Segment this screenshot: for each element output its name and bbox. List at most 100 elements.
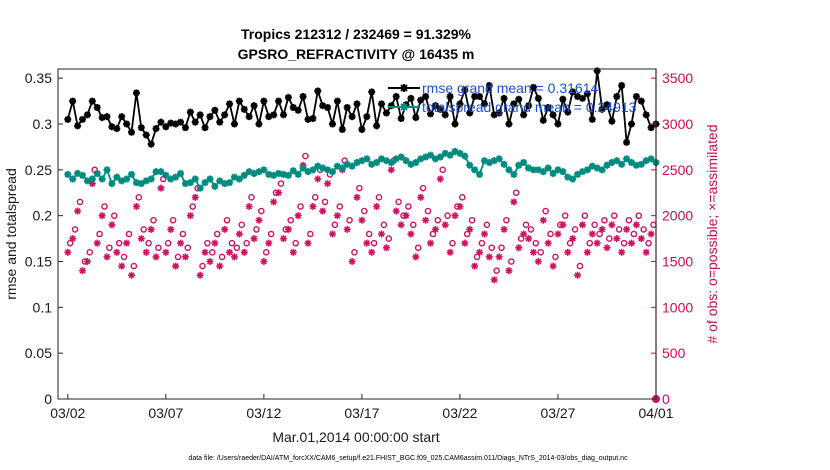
obs-assimilated-point xyxy=(260,258,268,265)
totalspread-point xyxy=(647,155,655,163)
obs-possible-point xyxy=(204,239,211,247)
obs-possible-point xyxy=(130,262,138,270)
obs-assimilated-point xyxy=(485,253,493,261)
rmse-point xyxy=(245,113,253,121)
rmse-point xyxy=(309,115,317,122)
obs-possible-point xyxy=(233,244,241,252)
y-axis-label: rmse and totalspread xyxy=(3,168,19,300)
rmse-point xyxy=(128,128,136,136)
obs-assimilated-point xyxy=(368,248,376,256)
totalspread-point xyxy=(461,152,469,160)
rmse-point xyxy=(177,118,185,126)
totalspread-point xyxy=(279,170,287,178)
obs-assimilated-point xyxy=(407,230,415,238)
obs-assimilated-point xyxy=(456,203,464,210)
totalspread-point xyxy=(240,171,248,179)
obs-possible-point xyxy=(414,244,422,252)
totalspread-point xyxy=(618,160,626,168)
obs-assimilated-point xyxy=(623,225,631,233)
rmse-point xyxy=(275,97,283,105)
obs-assimilated-point xyxy=(618,248,626,256)
obs-assimilated-point xyxy=(588,230,596,238)
y-tick-label: 0.35 xyxy=(25,70,52,86)
obs-possible-point xyxy=(591,221,598,229)
obs-possible-point xyxy=(302,152,309,160)
obs-possible-point xyxy=(576,262,584,270)
obs-assimilated-point xyxy=(201,248,209,256)
rmse-point xyxy=(500,94,508,102)
rmse-point xyxy=(358,126,366,133)
obs-assimilated-point xyxy=(441,221,449,229)
rmse-point xyxy=(167,119,175,127)
obs-assimilated-point xyxy=(554,230,562,238)
totalspread-point xyxy=(113,173,121,181)
obs-possible-point xyxy=(385,235,393,242)
rmse-point xyxy=(284,93,292,101)
obs-possible-point xyxy=(508,258,515,265)
x-tick-label: 03/17 xyxy=(344,405,379,421)
totalspread-point xyxy=(603,161,611,169)
obs-possible-point xyxy=(321,198,329,206)
rmse-point xyxy=(422,93,430,100)
totalspread-point xyxy=(544,164,552,172)
totalspread-point xyxy=(201,179,209,187)
rmse-point xyxy=(529,83,537,91)
rmse-point xyxy=(613,93,621,100)
obs-possible-point xyxy=(71,226,79,233)
totalspread-point xyxy=(255,168,263,176)
totalspread-point xyxy=(338,164,346,172)
y-tick-label: 0 xyxy=(44,391,52,407)
totalspread-point xyxy=(79,171,87,179)
obs-assimilated-point xyxy=(216,262,224,270)
totalspread-point xyxy=(378,155,386,163)
rmse-point xyxy=(353,100,361,108)
totalspread-point xyxy=(368,160,376,168)
obs-possible-point xyxy=(522,221,530,229)
y-tick-label: 0.15 xyxy=(25,254,52,270)
totalspread-point xyxy=(564,173,572,181)
rmse-point xyxy=(363,113,371,121)
obs-assimilated-point xyxy=(206,258,214,265)
obs-assimilated-point xyxy=(392,207,400,215)
rmse-point xyxy=(505,120,513,128)
rmse-point xyxy=(407,94,415,102)
obs-possible-point xyxy=(365,230,373,238)
obs-assimilated-point xyxy=(529,248,537,256)
obs-assimilated-point xyxy=(343,225,351,233)
obs-assimilated-point xyxy=(539,216,547,224)
obs-possible-point xyxy=(395,198,402,206)
totalspread-point xyxy=(299,164,307,172)
totalspread-point xyxy=(196,184,204,192)
totalspread-point xyxy=(348,162,356,170)
totalspread-point xyxy=(157,168,165,176)
totalspread-point xyxy=(588,162,596,170)
obs-assimilated-point xyxy=(637,235,645,243)
totalspread-point xyxy=(593,164,601,172)
rmse-point xyxy=(569,88,577,96)
obs-assimilated-point xyxy=(353,193,361,201)
obs-possible-point xyxy=(601,216,608,224)
rmse-point xyxy=(598,105,606,113)
rmse-point xyxy=(74,122,82,130)
rmse-point xyxy=(328,120,336,128)
obs-assimilated-point xyxy=(348,258,356,265)
obs-assimilated-point xyxy=(574,271,582,279)
rmse-point xyxy=(235,97,243,105)
obs-assimilated-point xyxy=(196,271,204,279)
x-tick-label: 04/01 xyxy=(638,405,673,421)
obs-possible-point xyxy=(449,239,456,247)
rmse-point xyxy=(211,106,219,114)
totalspread-point xyxy=(324,166,332,174)
totalspread-point xyxy=(319,164,327,172)
obs-assimilated-point xyxy=(642,248,650,256)
obs-assimilated-point xyxy=(284,225,292,233)
obs-possible-point xyxy=(159,175,167,183)
rmse-point xyxy=(324,104,332,111)
obs-possible-point xyxy=(341,157,348,164)
obs-possible-point xyxy=(346,216,353,224)
obs-assimilated-point xyxy=(500,225,508,233)
obs-assimilated-point xyxy=(270,198,278,206)
obs-assimilated-point xyxy=(647,230,655,238)
obs-possible-point xyxy=(140,226,147,233)
totalspread-point xyxy=(74,170,82,177)
